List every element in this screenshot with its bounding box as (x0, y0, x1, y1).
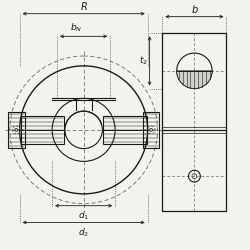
Text: b: b (191, 5, 198, 15)
Bar (21, 116, 64, 144)
Bar (103, 116, 147, 144)
Bar (162, 34, 226, 210)
Text: R: R (80, 2, 87, 12)
Text: $t_2$: $t_2$ (139, 55, 148, 67)
Text: $d_1$: $d_1$ (78, 210, 89, 222)
Text: $d_2$: $d_2$ (78, 226, 89, 239)
Text: $b_N$: $b_N$ (70, 22, 82, 34)
Wedge shape (177, 71, 212, 88)
